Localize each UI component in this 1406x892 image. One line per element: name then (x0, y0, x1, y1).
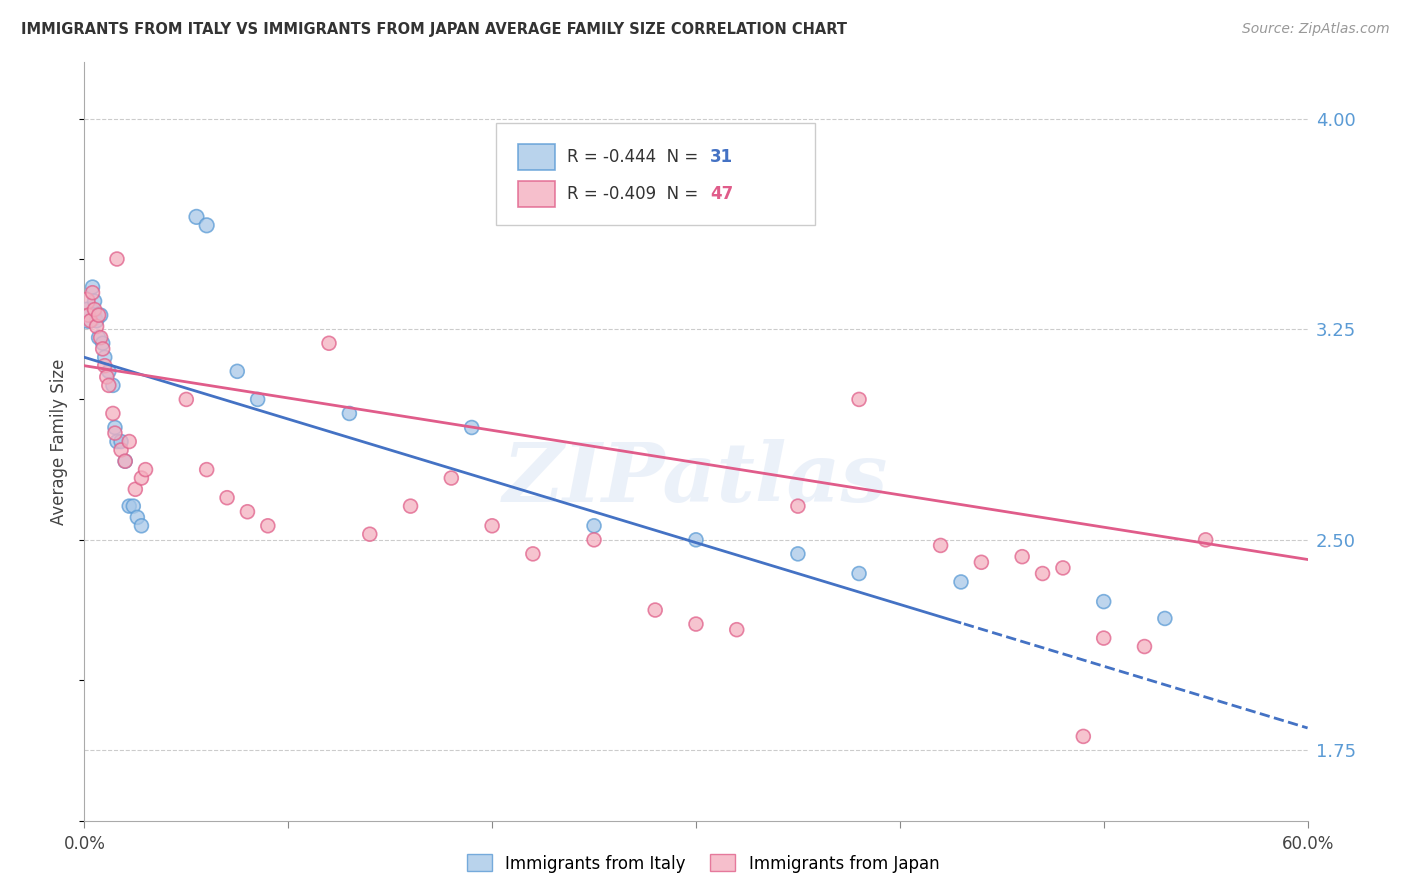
Point (1011, 549, 1033, 564)
Point (101, 407, 124, 421)
Point (1195, 533, 1218, 547)
Point (848, 566, 870, 581)
Point (685, 533, 707, 547)
Point (83, 302, 105, 317)
Point (522, 547, 544, 561)
Point (1154, 611, 1177, 625)
Point (93, 351, 115, 365)
Point (83, 294, 105, 309)
Point (96, 370, 118, 384)
Point (77, 308, 100, 322)
Point (318, 336, 340, 351)
Point (848, 392, 870, 407)
Point (131, 518, 153, 533)
Point (91, 342, 114, 356)
Point (118, 499, 141, 513)
Text: R = -0.444  N =: R = -0.444 N = (567, 148, 703, 166)
Text: 47: 47 (710, 186, 734, 203)
Point (114, 454, 136, 468)
Point (440, 471, 463, 485)
Text: IMMIGRANTS FROM ITALY VS IMMIGRANTS FROM JAPAN AVERAGE FAMILY SIZE CORRELATION C: IMMIGRANTS FROM ITALY VS IMMIGRANTS FROM… (21, 22, 846, 37)
Point (79, 314, 101, 328)
Point (644, 603, 666, 617)
Point (787, 499, 810, 513)
Text: R = -0.409  N =: R = -0.409 N = (567, 186, 703, 203)
Point (97, 378, 120, 392)
Point (236, 505, 259, 519)
Point (86, 319, 108, 334)
Point (1052, 561, 1074, 575)
Point (110, 442, 132, 457)
Point (257, 518, 280, 533)
Point (104, 426, 127, 441)
Y-axis label: Average Family Size: Average Family Size (51, 359, 69, 524)
Point (929, 538, 952, 552)
Point (97, 364, 120, 378)
Point (685, 617, 707, 632)
Point (583, 533, 606, 547)
Point (583, 518, 606, 533)
Text: 31: 31 (710, 148, 734, 166)
Point (725, 623, 748, 637)
Point (105, 434, 128, 449)
Point (87, 331, 110, 345)
Point (359, 527, 381, 541)
Point (1073, 730, 1095, 744)
Point (82, 285, 104, 300)
Point (90, 308, 112, 322)
Point (127, 510, 149, 524)
Point (135, 462, 157, 476)
Point (339, 407, 361, 421)
Point (950, 574, 973, 589)
Point (124, 483, 146, 497)
Point (399, 499, 422, 513)
Text: ZIPatlas: ZIPatlas (503, 440, 889, 519)
Point (226, 364, 249, 378)
Point (110, 434, 132, 449)
Point (246, 392, 269, 407)
Point (101, 378, 124, 392)
Point (970, 555, 993, 569)
Point (104, 420, 127, 434)
Point (461, 420, 484, 434)
Point (90, 331, 112, 345)
Point (481, 518, 503, 533)
Point (75, 294, 97, 309)
Point (1133, 640, 1156, 654)
Point (787, 547, 810, 561)
Point (195, 462, 218, 476)
Point (82, 280, 104, 294)
Point (195, 219, 218, 233)
Point (122, 499, 145, 513)
Point (1032, 566, 1054, 581)
Point (77, 308, 100, 322)
Point (186, 210, 208, 224)
Point (118, 434, 141, 449)
Text: Source: ZipAtlas.com: Source: ZipAtlas.com (1241, 22, 1389, 37)
Point (217, 491, 239, 505)
Point (131, 471, 153, 485)
Point (1092, 594, 1115, 608)
Point (1092, 631, 1115, 645)
Point (105, 252, 128, 266)
Point (91, 336, 114, 351)
Point (86, 314, 108, 328)
Point (174, 392, 197, 407)
Point (93, 359, 115, 373)
Legend: Immigrants from Italy, Immigrants from Japan: Immigrants from Italy, Immigrants from J… (460, 847, 946, 880)
Point (114, 454, 136, 468)
Point (87, 308, 110, 322)
